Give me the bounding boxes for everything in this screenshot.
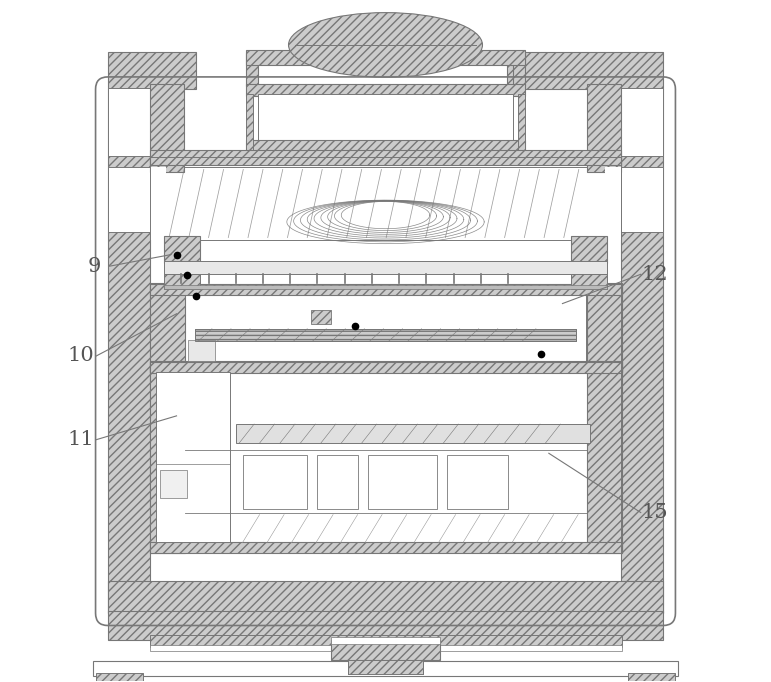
Bar xyxy=(185,372,587,542)
Bar xyxy=(93,661,678,676)
Bar xyxy=(108,168,150,232)
Bar xyxy=(348,659,423,674)
Bar xyxy=(150,635,622,647)
Bar xyxy=(164,235,200,263)
Bar xyxy=(150,645,622,651)
Bar xyxy=(587,84,621,173)
Bar xyxy=(150,362,622,373)
Ellipse shape xyxy=(288,12,483,77)
Bar xyxy=(164,261,607,274)
Bar xyxy=(236,424,590,443)
Bar xyxy=(246,84,525,96)
Bar xyxy=(108,611,663,640)
Bar xyxy=(150,84,184,173)
Bar xyxy=(108,52,197,89)
Text: 12: 12 xyxy=(641,265,668,284)
Bar xyxy=(621,89,663,613)
Bar xyxy=(108,580,663,613)
Bar xyxy=(587,283,622,372)
Text: 15: 15 xyxy=(641,503,668,522)
Bar xyxy=(369,455,436,509)
Bar xyxy=(621,168,663,232)
Bar xyxy=(587,361,621,372)
Bar xyxy=(318,455,359,509)
Bar xyxy=(157,372,230,542)
Bar xyxy=(150,284,622,295)
Bar xyxy=(150,151,621,166)
Bar xyxy=(311,310,331,324)
Bar xyxy=(150,283,185,372)
Bar xyxy=(518,94,525,152)
Bar xyxy=(164,273,200,288)
Bar xyxy=(185,294,586,361)
Bar xyxy=(246,53,258,86)
Bar xyxy=(513,53,525,86)
Bar xyxy=(246,50,525,65)
Bar xyxy=(150,361,622,372)
Bar xyxy=(150,167,167,240)
Text: 11: 11 xyxy=(67,430,94,449)
Bar xyxy=(604,167,621,240)
Bar xyxy=(621,88,663,156)
Bar xyxy=(507,52,663,89)
Bar xyxy=(108,89,150,613)
Bar xyxy=(160,471,187,498)
Bar xyxy=(188,340,215,361)
Bar xyxy=(96,673,143,681)
Bar xyxy=(246,140,525,152)
Bar xyxy=(628,673,675,681)
Bar xyxy=(446,455,508,509)
Bar xyxy=(571,273,607,288)
Bar xyxy=(246,94,253,152)
Bar xyxy=(164,285,607,288)
Bar xyxy=(587,366,622,553)
Bar xyxy=(331,640,440,659)
Bar xyxy=(164,167,607,240)
Bar xyxy=(571,235,607,263)
Bar xyxy=(150,542,622,553)
Bar xyxy=(258,94,513,142)
Bar xyxy=(243,455,307,509)
Bar xyxy=(108,88,150,156)
Bar xyxy=(587,368,621,447)
Text: 9: 9 xyxy=(88,256,101,276)
Bar xyxy=(331,637,440,644)
Bar xyxy=(195,329,576,341)
Text: 10: 10 xyxy=(67,346,94,366)
Bar xyxy=(587,436,621,447)
Bar xyxy=(195,329,576,341)
Bar xyxy=(150,366,185,553)
